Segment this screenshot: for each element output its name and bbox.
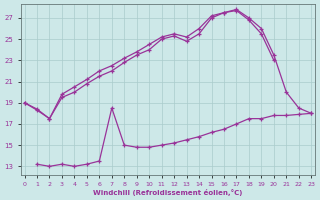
X-axis label: Windchill (Refroidissement éolien,°C): Windchill (Refroidissement éolien,°C) — [93, 189, 243, 196]
